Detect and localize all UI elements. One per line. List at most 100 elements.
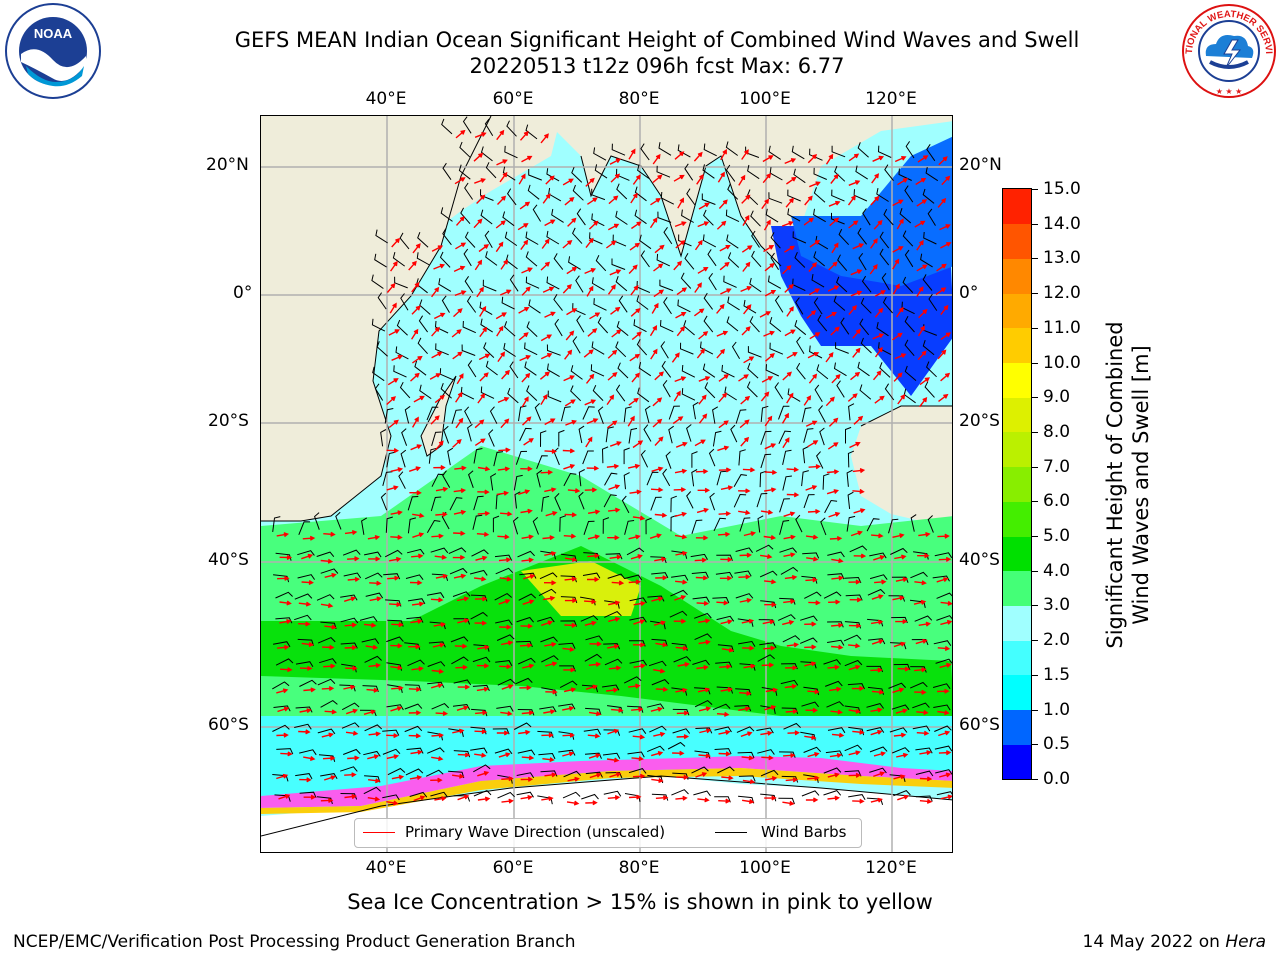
wave-direction-arrow [716, 348, 726, 359]
wave-direction-arrow [696, 600, 710, 606]
wave-direction-arrow [805, 577, 818, 583]
colorbar-segments [1003, 189, 1031, 780]
wave-direction-arrow [584, 487, 598, 493]
wave-direction-arrow [720, 149, 727, 161]
wind-barb [694, 700, 713, 708]
wave-direction-arrow [918, 308, 928, 319]
wave-direction-arrow [386, 448, 400, 454]
wave-direction-arrow [808, 464, 822, 470]
wave-direction-arrow [389, 302, 397, 314]
wave-direction-arrow [918, 531, 931, 537]
wave-direction-arrow [763, 245, 775, 253]
wind-barb [571, 167, 583, 183]
wind-barb [417, 337, 428, 355]
wind-barb [645, 517, 652, 535]
wind-barb [576, 315, 585, 333]
wind-barb [749, 277, 762, 293]
wave-direction-arrow [892, 283, 900, 295]
wave-direction-arrow [938, 730, 951, 737]
wind-barb [626, 547, 645, 556]
wave-direction-arrow [897, 666, 911, 672]
wind-barb [803, 686, 820, 696]
wind-barb [707, 249, 717, 267]
wind-barb [339, 684, 356, 692]
wind-barb [518, 405, 527, 422]
wave-direction-arrow [518, 173, 526, 185]
wave-direction-arrow [585, 800, 598, 806]
wind-barb [341, 663, 357, 673]
wind-barb [395, 346, 409, 360]
wind-barb [649, 725, 667, 733]
wind-barb [633, 319, 647, 333]
wind-barb [591, 213, 605, 227]
wave-direction-arrow [453, 509, 467, 515]
wind-barb [377, 292, 387, 310]
colorbar-tick-mark [1032, 709, 1038, 711]
wind-barb [847, 450, 855, 468]
wind-barb [602, 684, 620, 691]
wave-direction-arrow [522, 599, 535, 605]
wind-barb [515, 450, 528, 465]
wave-direction-arrow [391, 774, 405, 780]
wind-barb [899, 208, 912, 224]
wind-barb [933, 640, 952, 646]
wave-direction-arrow [894, 353, 907, 360]
wave-direction-arrow [411, 328, 419, 340]
wind-barb [439, 251, 451, 268]
wave-direction-arrow [695, 535, 709, 541]
wave-direction-arrow [609, 269, 622, 276]
wind-barb [517, 657, 536, 665]
wave-direction-arrow [496, 325, 504, 337]
wind-barb [407, 517, 417, 534]
wind-barb [815, 451, 824, 469]
wave-direction-arrow [830, 709, 843, 715]
wave-direction-arrow [369, 596, 382, 602]
wave-direction-arrow [698, 618, 711, 624]
wave-direction-arrow [500, 259, 509, 270]
wave-direction-arrow [718, 467, 732, 473]
wave-direction-arrow [893, 774, 906, 780]
wave-direction-arrow [872, 370, 882, 381]
wave-direction-arrow [520, 623, 533, 629]
wave-direction-arrow [323, 663, 336, 669]
wind-barb [638, 361, 652, 377]
wind-barb [836, 276, 848, 293]
wave-direction-arrow [563, 687, 577, 693]
wave-direction-arrow [564, 576, 578, 582]
wind-barb [419, 299, 431, 315]
wind-barb [417, 232, 429, 248]
wave-direction-arrow [716, 600, 729, 606]
production-host: Hera [1225, 932, 1266, 952]
wind-barb [601, 446, 609, 464]
coastlines [261, 116, 952, 837]
wave-direction-arrow [520, 239, 529, 251]
wind-barb [295, 773, 313, 780]
wave-direction-arrow [520, 776, 534, 782]
graticule [261, 116, 952, 852]
wave-direction-arrow [742, 467, 756, 473]
wind-barb [662, 468, 671, 487]
wind-barb [779, 498, 790, 513]
wind-barb [516, 772, 535, 779]
wind-barb [879, 248, 890, 266]
wind-barb [681, 364, 696, 378]
wave-direction-arrow [390, 510, 403, 516]
wave-direction-arrow [808, 600, 821, 606]
wind-barb [560, 406, 571, 422]
wave-direction-arrow [540, 334, 553, 342]
wave-direction-arrow [433, 312, 446, 320]
wind-barb [624, 520, 635, 535]
wind-barb [665, 451, 672, 469]
wave-direction-arrow [760, 730, 773, 736]
wind-barb [774, 295, 784, 313]
wave-direction-arrow [303, 794, 317, 800]
wave-direction-arrow [803, 217, 814, 226]
wave-direction-arrow [895, 708, 908, 714]
wave-direction-arrow [476, 286, 484, 298]
colorbar-segment [1003, 536, 1031, 572]
wave-direction-arrow [518, 729, 531, 735]
map-subtitle: 20220513 t12z 096h fcst Max: 6.77 [469, 54, 845, 78]
wind-barb [295, 661, 314, 668]
wind-barb [857, 142, 869, 158]
wave-direction-arrow [718, 392, 728, 403]
